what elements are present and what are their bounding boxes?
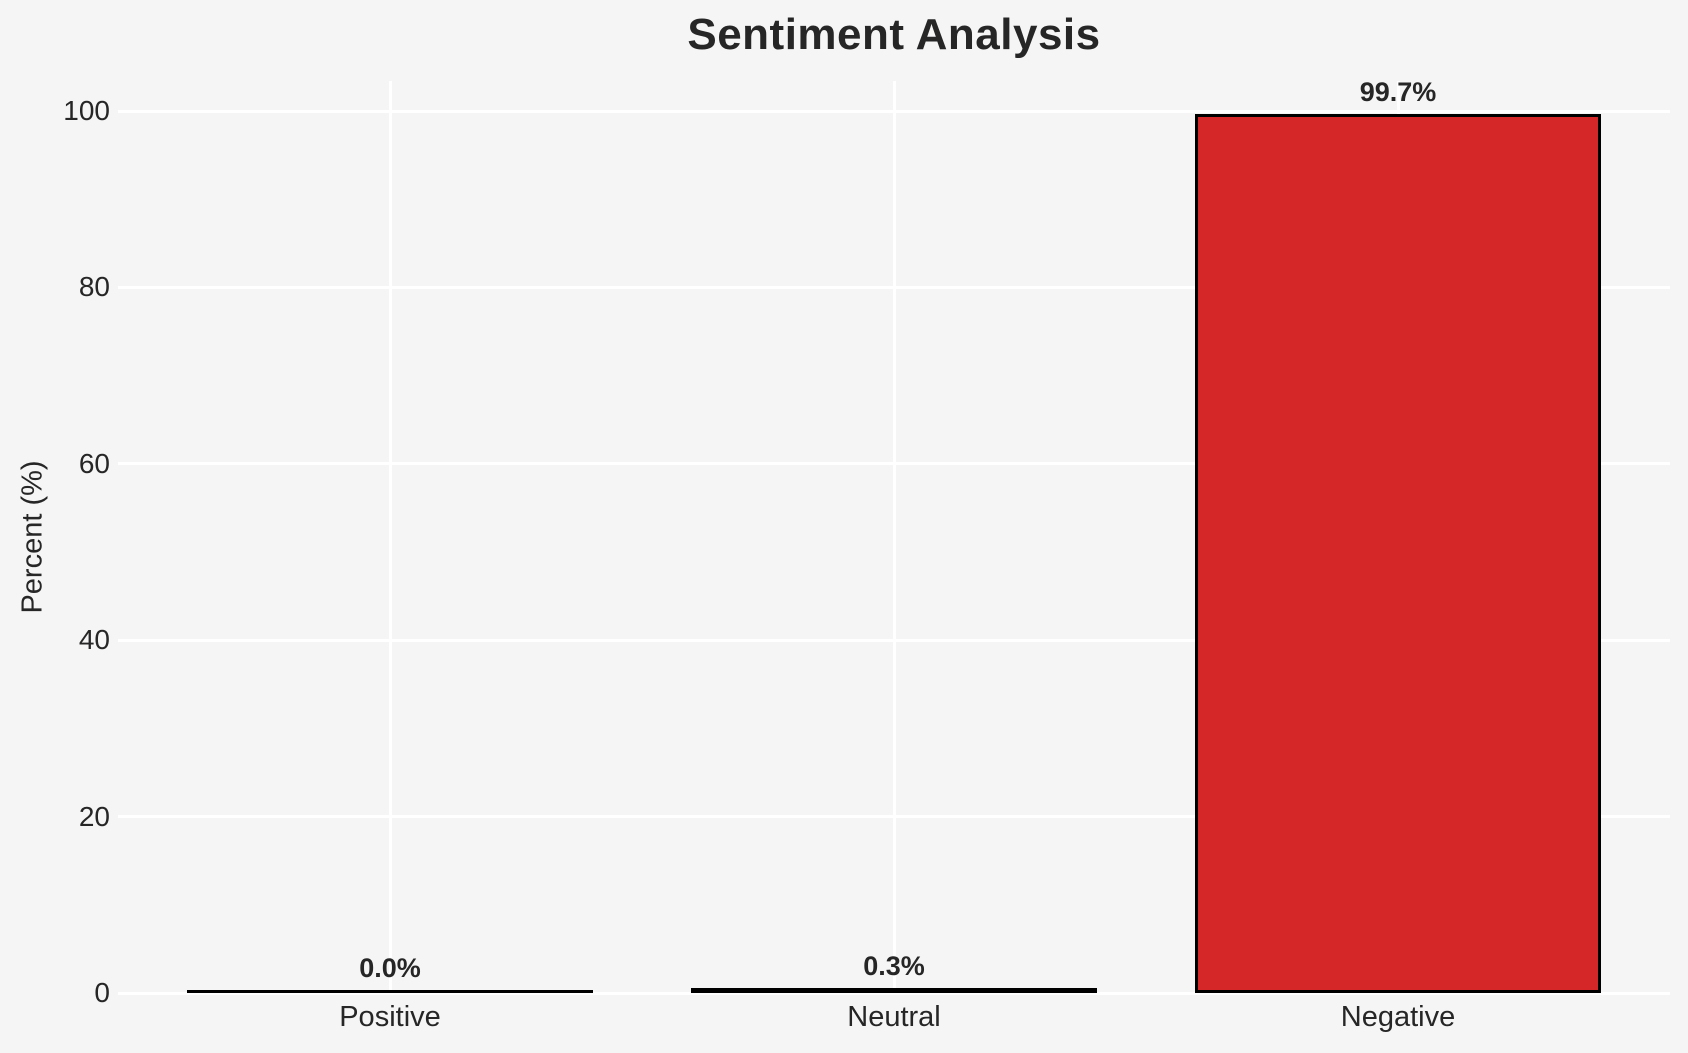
bar-value-label-positive: 0.0% — [359, 953, 421, 983]
x-tick-label-negative: Negative — [1340, 1001, 1456, 1033]
x-tick-label-positive: Positive — [339, 1001, 441, 1033]
bar-value-label-neutral: 0.3% — [863, 951, 925, 981]
bar-positive — [187, 990, 593, 993]
h-gridline-0 — [118, 991, 1670, 995]
bar-neutral — [691, 988, 1097, 993]
y-tick-label-60: 60 — [78, 447, 110, 479]
v-gridline-neutral — [892, 81, 896, 993]
bar-value-label-negative: 99.7% — [1359, 77, 1437, 107]
chart-title: Sentiment Analysis — [687, 10, 1101, 59]
x-tick-label-neutral: Neutral — [847, 1001, 941, 1033]
y-tick-label-100: 100 — [63, 95, 110, 126]
plot-area — [118, 81, 1670, 995]
y-tick-label-40: 40 — [78, 624, 110, 656]
y-tick-label-20: 20 — [78, 800, 110, 832]
y-axis-label: Percent (%) — [16, 460, 49, 614]
bar-negative — [1195, 114, 1601, 993]
y-tick-label-80: 80 — [78, 271, 110, 303]
v-gridline-positive — [388, 81, 392, 993]
y-tick-label-0: 0 — [94, 977, 110, 1008]
